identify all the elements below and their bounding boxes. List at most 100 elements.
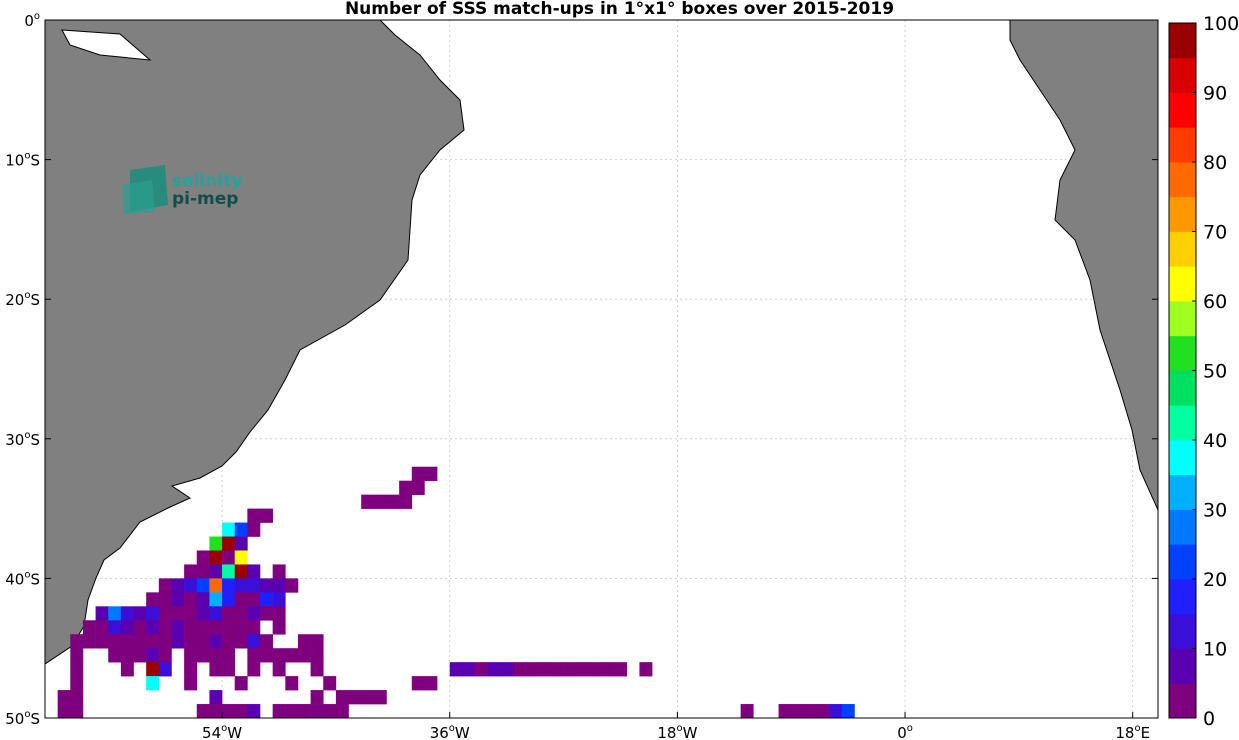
matchup-cell <box>310 634 324 649</box>
matchup-cell <box>260 648 273 663</box>
matchup-cell <box>120 648 134 663</box>
matchup-cell <box>184 592 198 607</box>
matchup-cell <box>475 662 488 677</box>
matchup-cell <box>158 592 172 607</box>
colorbar-segment <box>1169 405 1196 441</box>
matchup-cell <box>348 690 362 705</box>
colorbar-label: 80 <box>1203 152 1227 174</box>
latitude-labels: 0o 10oS 20oS 30oS 40oS 50oS <box>5 11 1158 728</box>
matchup-cell <box>411 480 425 495</box>
matchup-cell <box>550 662 564 677</box>
matchup-cell <box>538 662 552 677</box>
matchup-cell <box>108 634 122 649</box>
colorbar-segment <box>1169 57 1196 93</box>
matchup-cell <box>196 592 210 607</box>
colorbar-segment <box>1169 474 1196 510</box>
matchup-cell <box>500 662 514 677</box>
lat-tick-label: 10oS <box>5 151 40 170</box>
matchup-cell <box>285 704 299 718</box>
matchup-cell <box>209 634 223 649</box>
matchup-cell <box>234 550 248 565</box>
matchup-cell <box>411 466 425 481</box>
matchup-cell <box>70 634 84 649</box>
matchup-cell <box>361 494 375 509</box>
matchup-cell <box>171 634 185 649</box>
matchup-cell <box>184 662 198 677</box>
colorbar-label: 30 <box>1203 500 1227 522</box>
matchup-cell <box>184 676 198 691</box>
matchup-cell <box>601 662 615 677</box>
matchup-cell <box>222 662 236 677</box>
matchup-cell <box>82 620 96 635</box>
colorbar-segment <box>1169 196 1196 232</box>
matchup-cell <box>512 662 526 677</box>
matchup-cell <box>386 494 400 509</box>
matchup-cell <box>95 606 109 621</box>
colorbar-label: 0 <box>1203 708 1215 730</box>
matchup-cell <box>196 634 210 649</box>
matchup-cell <box>234 564 248 579</box>
matchup-cell <box>260 634 273 649</box>
matchup-cell <box>373 690 387 705</box>
matchup-cell <box>335 704 349 718</box>
matchup-cell <box>740 704 754 718</box>
matchup-cell <box>133 634 147 649</box>
matchup-cell <box>310 662 324 677</box>
matchup-cell <box>108 606 122 621</box>
matchup-cell <box>222 578 236 593</box>
matchup-cell <box>222 634 236 649</box>
matchup-cell <box>449 662 463 677</box>
matchup-cell <box>272 704 286 718</box>
matchup-cell <box>588 662 602 677</box>
matchup-cell <box>171 578 185 593</box>
matchup-cell <box>133 620 147 635</box>
matchup-cell <box>120 620 134 635</box>
matchup-cell <box>196 564 210 579</box>
matchup-cell <box>424 676 438 691</box>
matchup-cell <box>285 676 299 691</box>
matchup-cell <box>146 676 160 691</box>
matchup-cell <box>424 466 438 481</box>
matchup-cell <box>297 634 311 649</box>
matchup-cell <box>146 662 160 677</box>
colorbar-segment <box>1169 440 1196 476</box>
matchup-cell <box>411 676 425 691</box>
matchup-cell <box>247 592 261 607</box>
matchup-cell <box>323 676 337 691</box>
matchup-cell <box>222 606 236 621</box>
matchup-cell <box>108 620 122 635</box>
coast-islands <box>61 29 152 61</box>
matchup-cell <box>310 690 324 705</box>
lat-tick-label: 0o <box>24 11 40 30</box>
matchup-cell <box>247 662 261 677</box>
matchup-cell <box>196 704 210 718</box>
logo-text-salinity: salinity <box>172 171 242 191</box>
matchup-cell <box>196 550 210 565</box>
matchup-cell <box>196 648 210 663</box>
matchup-cell <box>171 606 185 621</box>
matchup-cell <box>158 578 172 593</box>
matchup-cell <box>158 620 172 635</box>
matchup-cell <box>260 592 273 607</box>
matchup-cell <box>70 690 84 705</box>
matchup-cell <box>70 676 84 691</box>
colorbar-segment <box>1169 683 1196 719</box>
colorbar-segment <box>1169 162 1196 198</box>
matchup-cell <box>247 564 261 579</box>
matchup-cell <box>57 690 71 705</box>
matchup-cell <box>108 648 122 663</box>
matchup-cell <box>272 606 286 621</box>
longitude-labels: 54oW 36oW 18oW 0o 18oE <box>202 712 1150 740</box>
matchup-cell <box>209 704 223 718</box>
matchup-cell <box>272 578 286 593</box>
matchup-cell <box>778 704 792 718</box>
matchup-cell <box>184 648 198 663</box>
matchup-cell <box>146 606 160 621</box>
matchup-cell <box>399 480 413 495</box>
axes-frame <box>44 19 1159 719</box>
matchup-cell <box>146 620 160 635</box>
colorbar-label: 70 <box>1203 222 1227 244</box>
matchup-cells <box>57 466 855 718</box>
matchup-cell <box>323 704 337 718</box>
matchup-cell <box>234 676 248 691</box>
